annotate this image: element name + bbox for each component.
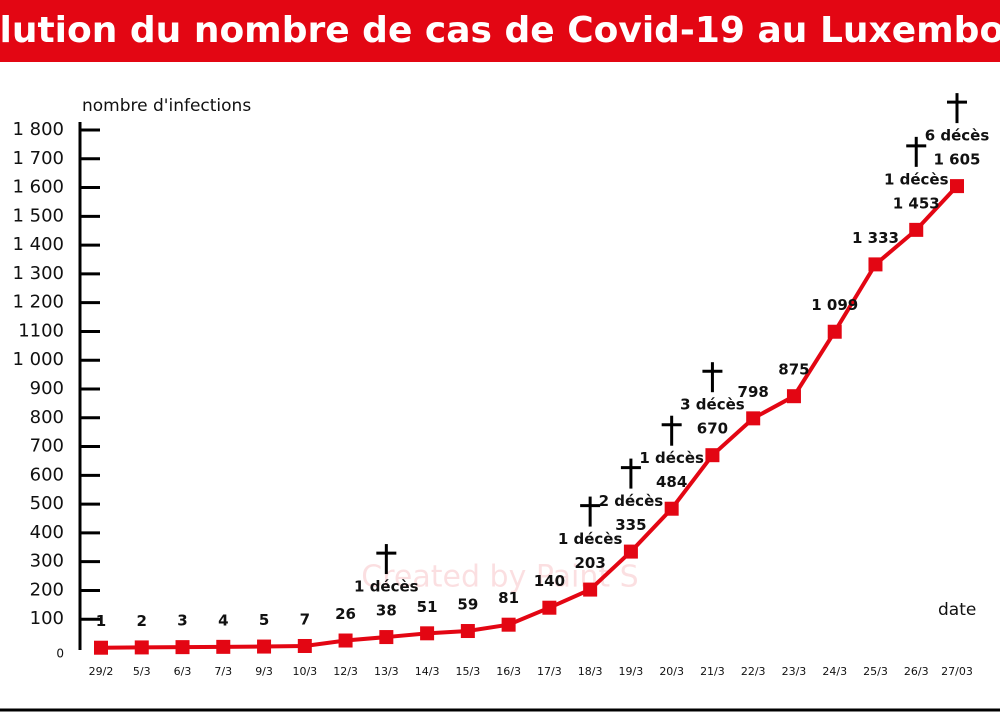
y-tick-label: 0	[56, 647, 64, 661]
y-tick-label: 1 000	[12, 349, 64, 370]
data-point	[257, 639, 272, 654]
x-tick-label: 14/3	[415, 665, 440, 678]
data-label: 1 333	[852, 229, 899, 247]
data-label: 670	[697, 420, 728, 438]
data-point	[827, 324, 842, 339]
x-tick-label: 20/3	[659, 665, 684, 678]
data-label: 5	[259, 611, 269, 629]
y-tick-label: 700	[30, 436, 64, 457]
x-tick-label: 29/2	[89, 665, 114, 678]
data-label: 26	[335, 605, 356, 623]
x-tick-label: 12/3	[333, 665, 358, 678]
data-point	[216, 639, 231, 654]
x-tick-label: 7/3	[214, 665, 232, 678]
data-point	[542, 600, 557, 615]
data-point	[583, 582, 598, 597]
data-label: 4	[218, 611, 228, 629]
y-tick-label: 300	[30, 551, 64, 572]
data-point	[623, 544, 638, 559]
annotation: 3 décès	[680, 396, 745, 414]
annotation: 1 décès	[884, 170, 949, 188]
x-tick-label: 15/3	[456, 665, 481, 678]
data-label: 1 605	[934, 151, 981, 169]
data-point	[379, 630, 394, 645]
y-tick-label: 600	[30, 464, 64, 485]
data-line	[100, 184, 959, 650]
x-tick-label: 26/3	[904, 665, 929, 678]
data-label: 798	[738, 383, 769, 401]
data-label: 7	[300, 610, 310, 628]
data-label: 2	[137, 612, 147, 630]
data-label: 335	[615, 516, 646, 534]
data-point	[705, 448, 720, 463]
x-tick-label: 17/3	[537, 665, 562, 678]
data-point	[134, 640, 149, 655]
x-tick-label: 19/3	[619, 665, 644, 678]
x-tick-label: 25/3	[863, 665, 888, 678]
y-tick-label: 500	[30, 493, 64, 514]
data-point	[950, 179, 964, 194]
data-point	[460, 624, 475, 639]
y-tick-label: 1 700	[12, 148, 64, 169]
y-tick-label: 1 600	[12, 177, 64, 198]
y-tick-label: 800	[30, 407, 64, 428]
x-tick-label: 10/3	[292, 665, 317, 678]
annotation: 1 décès	[558, 530, 623, 548]
x-tick-label: 21/3	[700, 665, 725, 678]
x-tick-label: 23/3	[782, 665, 807, 678]
data-label: 203	[574, 554, 605, 572]
data-label: 1	[96, 612, 106, 630]
data-point	[338, 633, 353, 648]
y-tick-label: 1 500	[12, 205, 64, 226]
data-point	[786, 389, 801, 404]
data-label: 81	[498, 589, 519, 607]
data-point	[909, 222, 924, 237]
annotation: 2 décès	[599, 492, 664, 510]
data-point	[501, 617, 516, 632]
data-point	[420, 626, 435, 641]
y-axis-label: nombre d'infections	[82, 96, 251, 116]
data-label: 140	[534, 572, 565, 590]
data-point	[94, 640, 108, 655]
x-tick-label: 13/3	[374, 665, 399, 678]
data-label: 38	[376, 602, 397, 620]
data-point	[746, 411, 761, 426]
data-label: 59	[457, 596, 478, 614]
y-tick-label: 400	[30, 522, 64, 543]
y-tick-label: 1 400	[12, 234, 64, 255]
y-tick-label: 1 200	[12, 292, 64, 313]
x-tick-label: 24/3	[822, 665, 847, 678]
annotation: 1 décès	[639, 449, 704, 467]
x-tick-label: 27/03	[941, 665, 973, 678]
data-point	[175, 640, 190, 655]
x-tick-label: 18/3	[578, 665, 603, 678]
data-label: 484	[656, 473, 687, 491]
annotation: 6 décès	[925, 127, 990, 145]
chart-title: Évolution du nombre de cas de Covid-19 a…	[0, 9, 1000, 51]
data-label: 1 099	[811, 296, 858, 314]
y-tick-label: 1 800	[12, 119, 64, 140]
x-tick-label: 9/3	[255, 665, 273, 678]
data-label: 875	[778, 361, 809, 379]
y-tick-label: 900	[30, 378, 64, 399]
data-label: 1 453	[893, 194, 940, 212]
title-bar	[0, 0, 1000, 62]
y-tick-label: 200	[30, 579, 64, 600]
y-tick-label: 1100	[18, 320, 64, 341]
data-point	[868, 257, 883, 272]
data-point	[664, 501, 679, 516]
annotation: 1 décès	[354, 578, 419, 596]
x-tick-label: 16/3	[496, 665, 521, 678]
data-label: 3	[177, 612, 187, 630]
y-tick-label: 100	[30, 608, 64, 629]
x-tick-label: 5/3	[133, 665, 151, 678]
x-tick-label: 22/3	[741, 665, 766, 678]
y-tick-label: 1 300	[12, 263, 64, 284]
data-point	[297, 638, 312, 653]
data-label: 51	[417, 598, 438, 616]
x-axis-label: date	[938, 600, 976, 620]
x-tick-label: 6/3	[174, 665, 192, 678]
